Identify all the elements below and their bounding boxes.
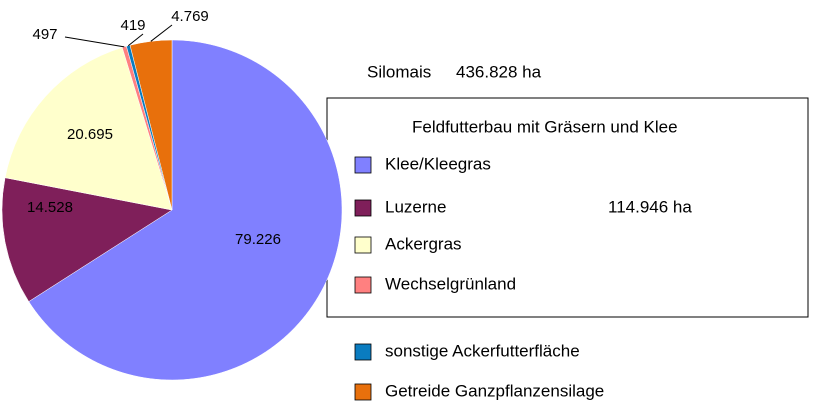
pie-slice	[4, 47, 173, 211]
legend-swatch	[354, 199, 372, 217]
leader-line	[150, 24, 173, 42]
legend-swatch	[354, 343, 372, 361]
leader-line	[64, 36, 125, 48]
legend-label: Luzerne	[385, 197, 446, 216]
legend-swatch	[354, 236, 372, 254]
annotation: 436.828 ha	[456, 62, 542, 81]
annotation: Silomais	[367, 62, 431, 81]
pie-slice	[1, 177, 173, 302]
pie-slice	[28, 39, 343, 381]
value-label: 79.226	[235, 231, 281, 248]
value-label: 4.769	[171, 8, 209, 25]
value-label: 497	[32, 26, 57, 43]
annotation: 114.946 ha	[608, 197, 692, 216]
legend-label: sonstige Ackerfutterfläche	[385, 341, 580, 360]
legend-swatch	[354, 156, 372, 174]
value-label: 14.528	[27, 199, 73, 216]
leader-line	[127, 33, 144, 47]
legend-label: Getreide Ganzpflanzensilage	[385, 381, 604, 400]
legend-swatch	[354, 383, 372, 401]
legend-title: Feldfutterbau mit Gräsern und Klee	[412, 117, 678, 136]
legend-label: Ackergras	[385, 234, 462, 253]
value-label: 20.695	[67, 126, 113, 143]
legend-label: Klee/Kleegras	[385, 154, 491, 173]
value-label: 419	[120, 17, 145, 34]
legend-label: Wechselgrünland	[385, 274, 516, 293]
legend-swatch	[354, 276, 372, 294]
